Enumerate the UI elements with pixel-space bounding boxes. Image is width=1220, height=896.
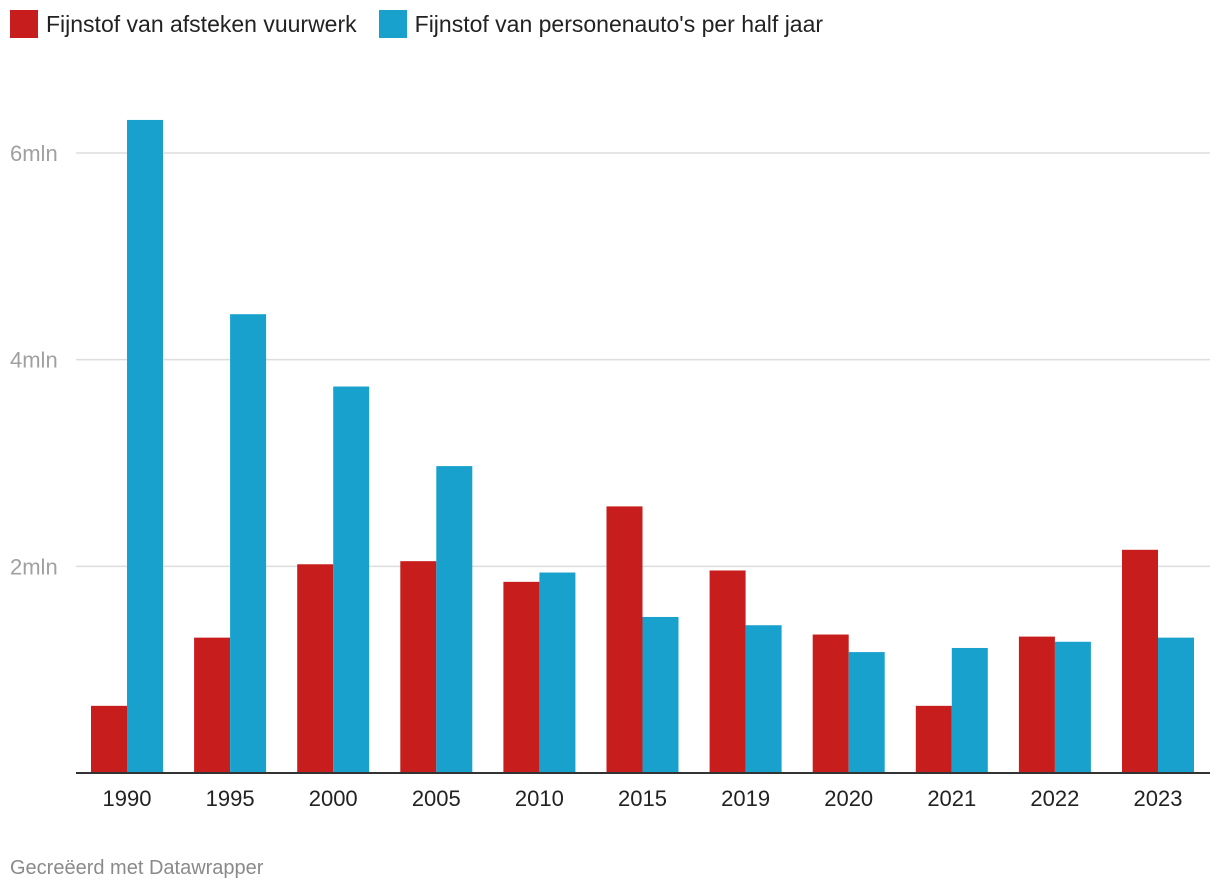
bar-personenautos-2010[interactable] <box>539 572 576 773</box>
x-tick-label-2021: 2021 <box>927 786 976 811</box>
x-tick-label-1995: 1995 <box>206 786 255 811</box>
legend-label-personenautos: Fijnstof van personenauto's per half jaa… <box>414 10 824 37</box>
x-tick-label-2023: 2023 <box>1134 786 1183 811</box>
x-tick-label-2020: 2020 <box>824 786 873 811</box>
x-tick-label-2005: 2005 <box>412 786 461 811</box>
bar-personenautos-2022[interactable] <box>1054 641 1091 773</box>
x-tick-label-2019: 2019 <box>721 786 770 811</box>
legend-label-vuurwerk: Fijnstof van afsteken vuurwerk <box>46 10 357 37</box>
bar-vuurwerk-1995[interactable] <box>194 637 231 773</box>
bar-personenautos-2019[interactable] <box>745 625 782 773</box>
y-tick-label-2mln: 2mln <box>10 554 58 579</box>
bar-vuurwerk-2019[interactable] <box>709 570 746 773</box>
bar-vuurwerk-2005[interactable] <box>400 561 437 773</box>
bar-vuurwerk-1990[interactable] <box>91 705 127 773</box>
bar-vuurwerk-2022[interactable] <box>1018 636 1055 773</box>
legend-swatch-blue <box>378 10 407 38</box>
bar-personenautos-2020[interactable] <box>848 652 885 773</box>
bars <box>91 119 1194 773</box>
legend: Fijnstof van afsteken vuurwerk Fijnstof … <box>10 10 823 38</box>
legend-item-personenautos[interactable]: Fijnstof van personenauto's per half jaa… <box>378 10 824 38</box>
bar-vuurwerk-2010[interactable] <box>503 581 540 773</box>
axes: 1990 1995 2000 2005 2010 2015 2019 2020 2021 2022… <box>76 772 1210 811</box>
bar-vuurwerk-2023[interactable] <box>1122 549 1158 773</box>
bar-vuurwerk-2021[interactable] <box>915 705 952 773</box>
bar-personenautos-2000[interactable] <box>333 386 370 773</box>
footer-credit: Gecreëerd met Datawrapper <box>10 857 264 879</box>
bar-personenautos-1995[interactable] <box>230 314 267 773</box>
bar-personenautos-2023[interactable] <box>1158 637 1194 773</box>
grid-lines: 2mln 4mln 6mln <box>10 141 1210 579</box>
bar-personenautos-2021[interactable] <box>951 647 988 773</box>
bar-vuurwerk-2020[interactable] <box>812 634 849 773</box>
x-tick-label-2015: 2015 <box>618 786 667 811</box>
x-tick-label-2010: 2010 <box>515 786 564 811</box>
bar-personenautos-2015[interactable] <box>642 616 679 773</box>
x-tick-label-2022: 2022 <box>1030 786 1079 811</box>
bar-vuurwerk-2015[interactable] <box>606 506 643 773</box>
x-tick-label-2000: 2000 <box>309 786 358 811</box>
y-tick-label-6mln: 6mln <box>10 141 58 166</box>
bar-vuurwerk-2000[interactable] <box>297 564 334 773</box>
x-tick-label-1990: 1990 <box>103 786 152 811</box>
y-tick-label-4mln: 4mln <box>10 348 58 373</box>
legend-swatch-red <box>10 10 38 38</box>
bar-personenautos-1990[interactable] <box>127 119 163 773</box>
bar-personenautos-2005[interactable] <box>436 466 473 773</box>
legend-item-vuurwerk[interactable]: Fijnstof van afsteken vuurwerk <box>10 10 357 38</box>
